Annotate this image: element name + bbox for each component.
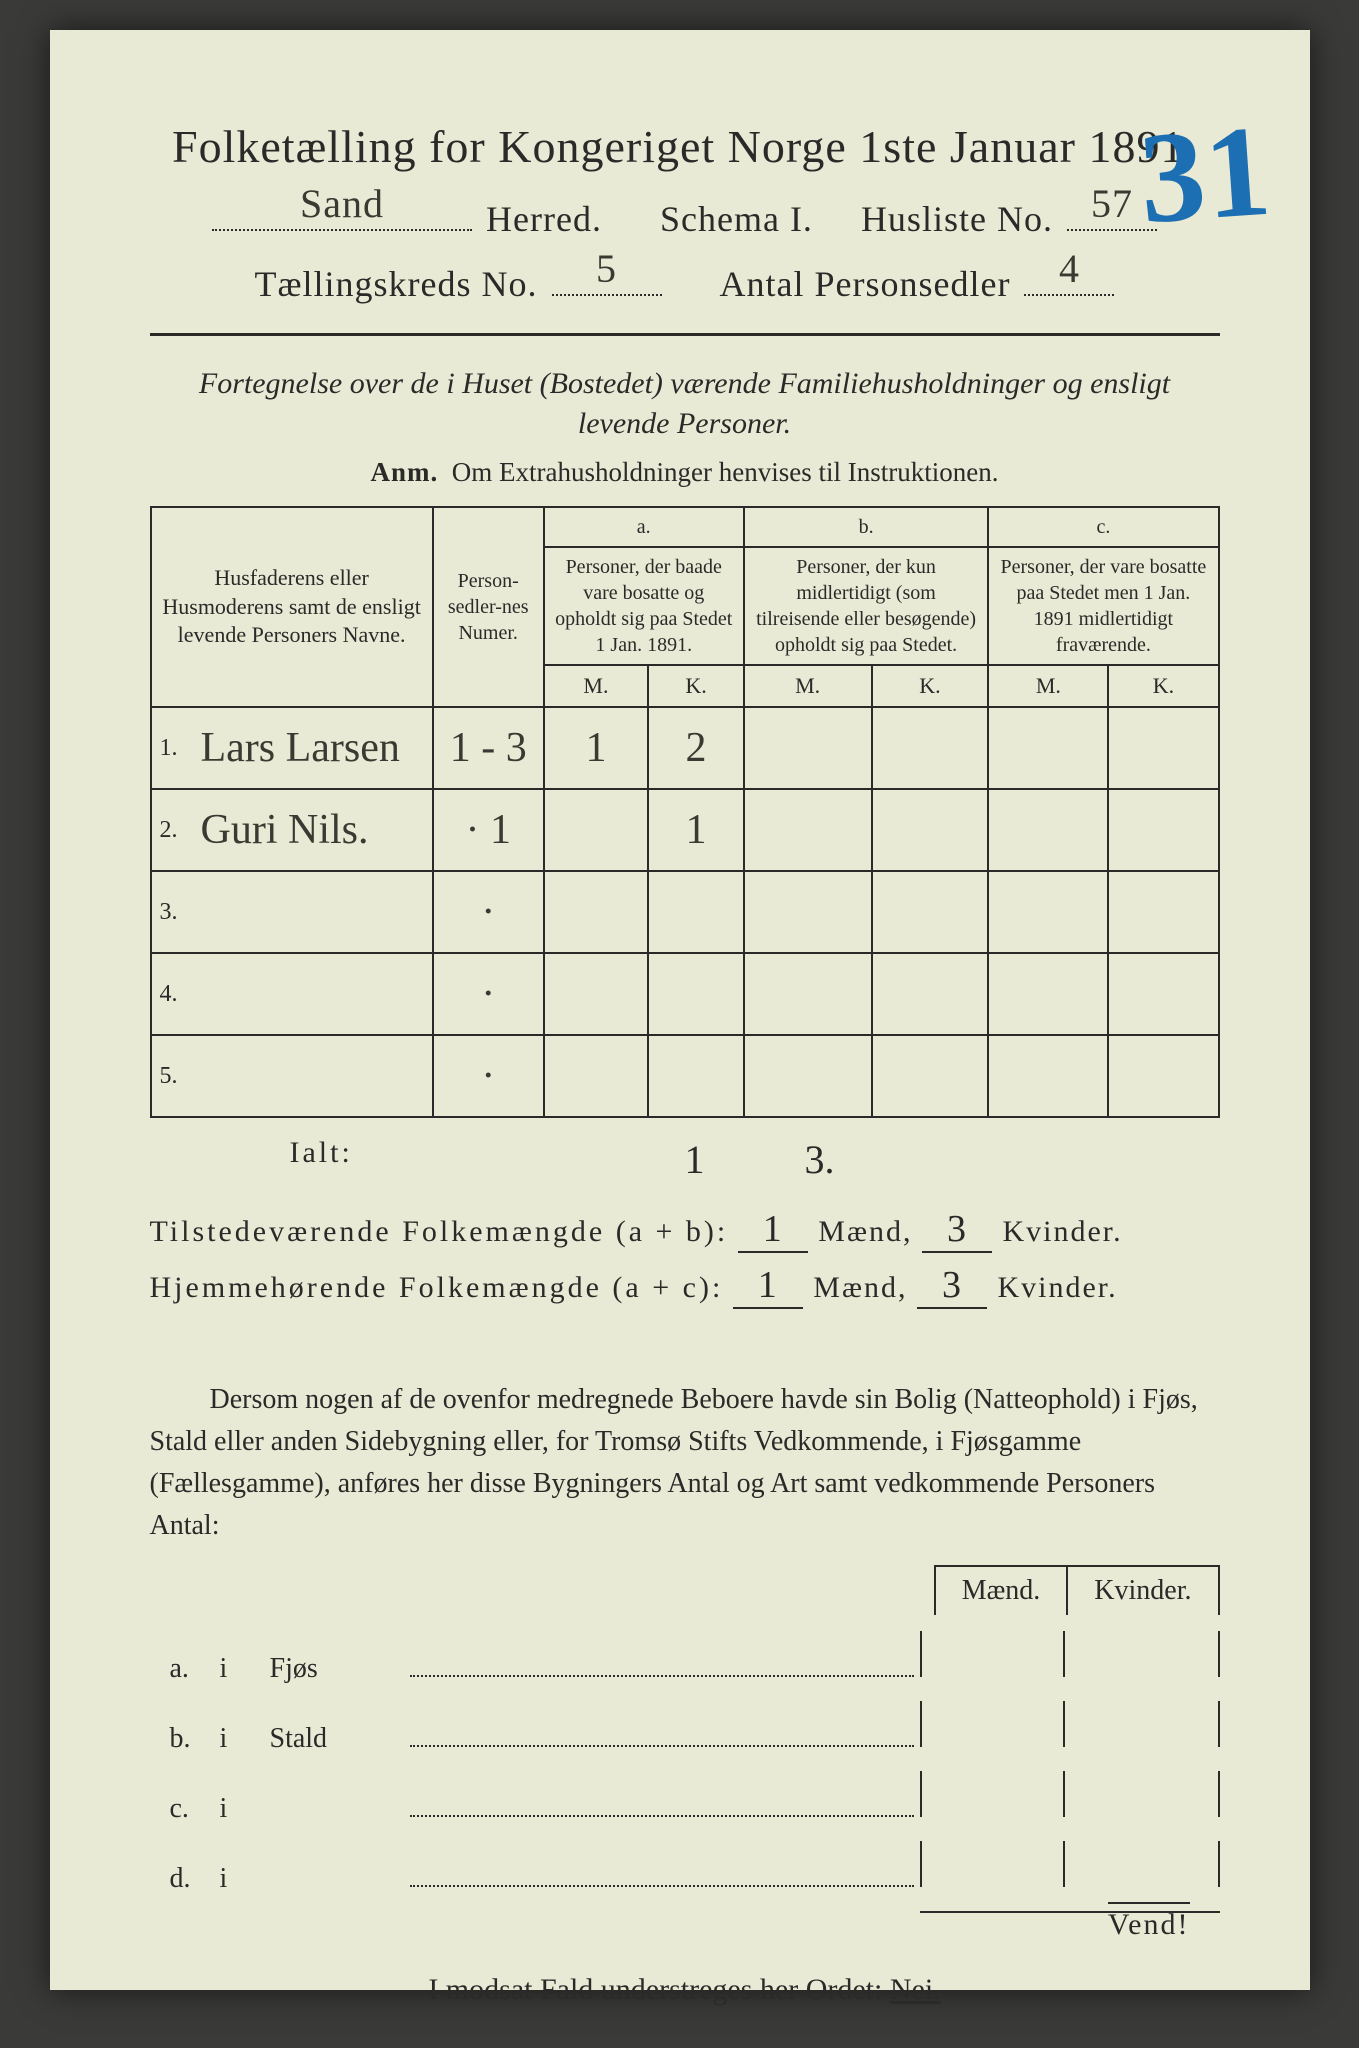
header-line-3: Tællingskreds No. 5 Antal Personsedler 4: [150, 258, 1220, 305]
col-names: Husfaderens eller Husmoderens samt de en…: [151, 507, 433, 708]
sum1-k: 3: [922, 1207, 992, 1253]
husliste-label: Husliste No.: [861, 198, 1053, 240]
sum2-m: 1: [733, 1263, 803, 1309]
table-row: 2.Guri Nils.· 11: [151, 789, 1219, 871]
herred-label: Herred.: [486, 198, 602, 240]
outbuilding-row: b.iStald: [150, 1701, 1220, 1755]
nei-line: I modsat Fald understreges her Ordet: Ne…: [150, 1973, 1220, 2007]
outbuilding-row: c.i: [150, 1771, 1220, 1825]
vend-footer: Vend!: [1108, 1902, 1190, 1942]
col-c-k: K.: [1108, 665, 1218, 708]
table-row: 4.·: [151, 953, 1219, 1035]
col-numer: Person-sedler-nes Numer.: [433, 507, 544, 708]
kreds-label: Tællingskreds No.: [255, 263, 538, 305]
present-population-line: Tilstedeværende Folkemængde (a + b): 1 M…: [150, 1207, 1220, 1253]
husliste-value: 57: [1067, 180, 1157, 227]
outbuilding-row: a.iFjøs: [150, 1631, 1220, 1685]
personsedler-value: 4: [1024, 245, 1114, 292]
sum1-m: 1: [738, 1207, 808, 1253]
col-a-m: M.: [544, 665, 649, 708]
table-row: 1.Lars Larsen1 - 312: [151, 707, 1219, 789]
outbuilding-row: d.i: [150, 1841, 1220, 1895]
schema-label: Schema I.: [660, 198, 813, 240]
ialt-k: 3.: [805, 1136, 835, 1183]
sum2-k: 3: [917, 1263, 987, 1309]
herred-value: Sand: [212, 180, 472, 227]
col-a-head: a.: [544, 507, 744, 547]
resident-population-line: Hjemmehørende Folkemængde (a + c): 1 Mæn…: [150, 1263, 1220, 1309]
col-b-k: K.: [872, 665, 989, 708]
table-row: 5.·: [151, 1035, 1219, 1117]
outbuilding-paragraph: Dersom nogen af de ovenfor medregnede Be…: [150, 1379, 1220, 1547]
col-c-head: c.: [988, 507, 1218, 547]
col-a-desc: Personer, der baade vare bosatte og opho…: [544, 547, 744, 665]
col-b-desc: Personer, der kun midlertidigt (som tilr…: [744, 547, 988, 665]
anm-note: Anm. Om Extrahusholdninger henvises til …: [150, 457, 1220, 488]
header-line-2: Sand Herred. Schema I. Husliste No. 57: [150, 193, 1220, 240]
personsedler-label: Antal Personsedler: [720, 263, 1011, 305]
household-table: Husfaderens eller Husmoderens samt de en…: [150, 506, 1220, 1119]
fortegnelse-heading: Fortegnelse over de i Huset (Bostedet) v…: [150, 364, 1220, 445]
col-c-desc: Personer, der vare bosatte paa Stedet me…: [988, 547, 1218, 665]
col-c-m: M.: [988, 665, 1108, 708]
census-form-page: 3 1 Folketælling for Kongeriget Norge 1st…: [50, 30, 1310, 1990]
ialt-row: Ialt: 1 3.: [150, 1136, 1220, 1183]
outbuilding-list: a.iFjøs b.iStald c.i d.i: [150, 1631, 1220, 1895]
table-row: 3.·: [151, 871, 1219, 953]
kreds-value: 5: [552, 245, 662, 292]
horizontal-rule: [150, 333, 1220, 336]
col-b-head: b.: [744, 507, 988, 547]
mk-subheader: Mænd. Kvinder.: [150, 1565, 1220, 1615]
ialt-m: 1: [685, 1136, 705, 1183]
form-title: Folketælling for Kongeriget Norge 1ste J…: [150, 120, 1220, 173]
col-b-m: M.: [744, 665, 872, 708]
col-a-k: K.: [648, 665, 744, 708]
